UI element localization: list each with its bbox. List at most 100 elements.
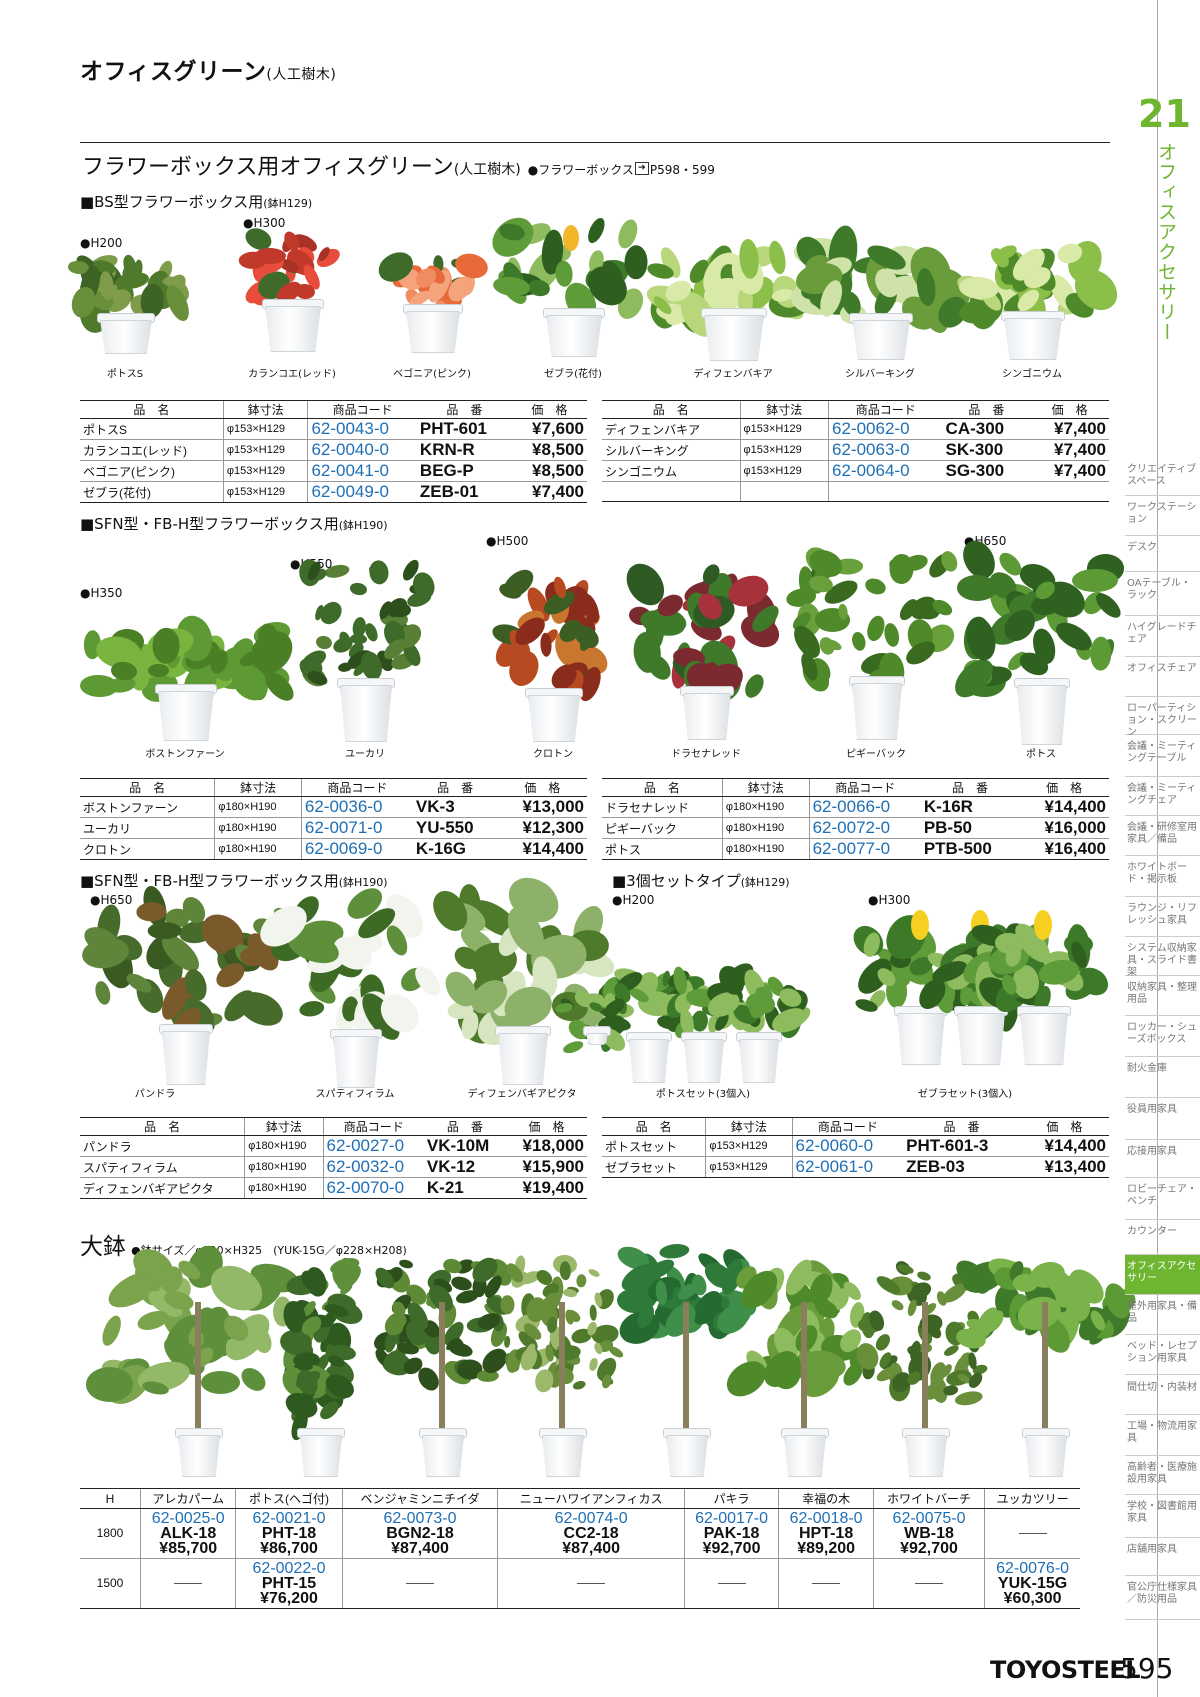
sidebar-tab[interactable]: 会議・ミーティングチェア	[1125, 777, 1200, 816]
sidebar-tab[interactable]: 会議・ミーティングテーブル	[1125, 735, 1200, 777]
set3-heading: ■3個セットタイプ(鉢H129)	[612, 872, 790, 890]
sidebar-tab[interactable]: カウンター	[1125, 1220, 1200, 1255]
table-row: ディフェンバギアピクタ φ180×H190 62-0070-0 K-21 ¥19,400	[80, 1177, 587, 1199]
table-row: 1500 62-0022-0 PHT-15 ¥76,200 62-0076-0 YUK…	[80, 1558, 1080, 1609]
table-row: 1800 62-0025-0 ALK-18 ¥85,700 62-0021-0 PHT…	[80, 1508, 1080, 1559]
sfn1-spec-table-left: 品 名鉢寸法 商品コード品 番価 格 ボストンファーン φ180×H190 62-00…	[80, 778, 587, 860]
sidebar-tab[interactable]: 高齢者・医療施設用家具	[1125, 1456, 1200, 1495]
not-available-dash	[174, 1583, 203, 1585]
plant-caption: パンドラ	[134, 1089, 176, 1100]
table-row: ゼブラセット φ153×H129 62-0061-0 ZEB-03 ¥13,400	[602, 1156, 1109, 1178]
height-mark: ●H500	[486, 534, 529, 548]
height-mark: ●H200	[612, 893, 655, 907]
not-available-dash	[717, 1583, 746, 1585]
table-row: パンドラ φ180×H190 62-0027-0 VK-10M ¥18,000	[80, 1135, 587, 1157]
large-heading: 大鉢 ●鉢サイズ／φ320×H325 (YUK-15G／φ228×H208)	[80, 1234, 407, 1260]
plant-caption: シンゴニウム	[1002, 369, 1062, 380]
not-available-dash	[577, 1583, 606, 1585]
sidebar-tab[interactable]: ロビーチェア・ベンチ	[1125, 1178, 1200, 1220]
plant-caption: ゼブラ(花付)	[544, 369, 602, 380]
table-row: ポトスセット φ153×H129 62-0060-0 PHT-601-3 ¥14,400	[602, 1135, 1109, 1157]
table-row: ピギーバック φ180×H190 62-0072-0 PB-50 ¥16,000	[602, 817, 1109, 839]
brand-logo: TOYOSTEEL	[990, 1656, 1141, 1684]
sidebar-tab[interactable]: システム収納家具・スライド書架	[1125, 937, 1200, 978]
table-row: ポトス φ180×H190 62-0077-0 PTB-500 ¥16,400	[602, 838, 1109, 860]
sfn2-spec-table: 品 名鉢寸法 商品コード品 番価 格 パンドラ φ180×H190 62-0027-0…	[80, 1117, 587, 1199]
sidebar-tab[interactable]: 官公庁仕様家具／防災用品	[1125, 1576, 1200, 1620]
sidebar-tab[interactable]: 会議・研修室用家具／備品	[1125, 816, 1200, 856]
plant-caption: ポトス	[1026, 749, 1056, 760]
plant-caption: カランコエ(レッド)	[248, 369, 336, 380]
sidebar-tab[interactable]: ロッカー・シューズボックス	[1125, 1016, 1200, 1057]
plant-caption: ゼブラセット(3個入)	[917, 1089, 1013, 1100]
not-available-dash	[1018, 1533, 1047, 1535]
not-available-dash	[915, 1583, 944, 1585]
plant-caption: ベゴニア(ピンク)	[393, 369, 471, 380]
height-mark: ●H300	[868, 893, 911, 907]
table-row: ポトスS φ153×H129 62-0043-0 PHT-601 ¥7,600	[80, 418, 587, 440]
set3-spec-table: 品 名鉢寸法 商品コード品 番価 格 ポトスセット φ153×H129 62-0060…	[602, 1117, 1109, 1178]
sidebar-tab[interactable]: ホワイトボード・掲示板	[1125, 856, 1200, 897]
plant-caption: ディフェンバギアピクタ	[467, 1089, 577, 1100]
sidebar-divider	[1157, 0, 1158, 1697]
sidebar-tab[interactable]: OAテーブル・ラック	[1125, 572, 1200, 616]
table-row: ベゴニア(ピンク) φ153×H129 62-0041-0 BEG-P ¥8,500	[80, 460, 587, 482]
sidebar-tab[interactable]: 応接用家具	[1125, 1140, 1200, 1178]
plant-caption: ポトスS	[106, 369, 144, 380]
sidebar-tab[interactable]: オフィスチェア	[1125, 657, 1200, 697]
table-row: シルバーキング φ153×H129 62-0063-0 SK-300 ¥7,400	[602, 439, 1109, 461]
sidebar-tab[interactable]: ラウンジ・リフレッシュ家具	[1125, 897, 1200, 937]
sfn2-heading: ■SFN型・FB-H型フラワーボックス用(鉢H190)	[80, 872, 388, 890]
bs-spec-table-left: 品 名鉢寸法 商品コード品 番価 格 ポトスS φ153×H129 62-0043-0…	[80, 400, 587, 503]
sidebar-tab[interactable]: ワークステーション	[1125, 496, 1200, 536]
height-mark: ●H300	[243, 216, 286, 230]
height-mark: ●H350	[80, 586, 123, 600]
sidebar-tab[interactable]: デスク	[1125, 536, 1200, 572]
sidebar-tab[interactable]: 屋外用家具・備品	[1125, 1295, 1200, 1335]
table-row: スパティフィラム φ180×H190 62-0032-0 VK-12 ¥15,900	[80, 1156, 587, 1178]
section-rule	[80, 142, 1110, 143]
table-row: ドラセナレッド φ180×H190 62-0066-0 K-16R ¥14,400	[602, 796, 1109, 818]
large-pot-table: H アレカパーム ポトス(ヘゴ付) ベンジャミンニチイダ ニューハワイアンフィカス パ…	[80, 1488, 1080, 1609]
plant-caption: ポトスセット(3個入)	[655, 1089, 751, 1100]
not-available-dash	[406, 1583, 435, 1585]
sidebar-tab[interactable]: オフィスアクセサリー	[1125, 1255, 1200, 1295]
sidebar-tab[interactable]: 学校・図書館用家具	[1125, 1495, 1200, 1538]
sfn1-spec-table-right: 品 名鉢寸法 商品コード品 番価 格 ドラセナレッド φ180×H190 62-006…	[602, 778, 1109, 860]
table-row: ボストンファーン φ180×H190 62-0036-0 VK-3 ¥13,000	[80, 796, 587, 818]
sidebar-tab[interactable]: 耐火金庫	[1125, 1057, 1200, 1098]
page-number: 595	[1120, 1652, 1174, 1685]
plant-caption: シルバーキング	[845, 369, 915, 380]
not-available-dash	[812, 1583, 841, 1585]
plant-caption: ボストンファーン	[145, 749, 225, 760]
plant-caption: ピギーバック	[846, 749, 906, 760]
sidebar-tab[interactable]: ローパーティション・スクリーン	[1125, 697, 1200, 738]
plant-caption: クロトン	[533, 749, 573, 760]
plant-caption: ドラセナレッド	[671, 749, 741, 760]
plant-caption: ユーカリ	[345, 749, 385, 760]
page-title: オフィスグリーン(人工樹木)	[80, 59, 337, 85]
sidebar-tab[interactable]: ハイグレードチェア	[1125, 616, 1200, 657]
table-row: クロトン φ180×H190 62-0069-0 K-16G ¥14,400	[80, 838, 587, 860]
plant-caption: ディフェンバキア	[693, 369, 773, 380]
chapter-number: 21	[1138, 92, 1191, 136]
section-title: フラワーボックス用オフィスグリーン(人工樹木) ●フラワーボックス ➔ P598・5…	[82, 155, 715, 180]
sidebar-tab[interactable]: 工場・物流用家具	[1125, 1415, 1200, 1456]
chapter-title: オフィスアクセサリー	[1155, 142, 1177, 342]
page-ref-arrow-icon: ➔	[634, 161, 649, 175]
sfn1-heading: ■SFN型・FB-H型フラワーボックス用(鉢H190)	[80, 515, 388, 533]
table-row: ゼブラ(花付) φ153×H129 62-0049-0 ZEB-01 ¥7,400	[80, 481, 587, 503]
bs-spec-table-right: 品 名鉢寸法 商品コード品 番価 格 ディフェンバキア φ153×H129 62-00…	[602, 400, 1109, 502]
sidebar-tab[interactable]: 収納家具・整理用品	[1125, 976, 1200, 1016]
height-mark: ●H200	[80, 236, 123, 250]
table-row: ユーカリ φ180×H190 62-0071-0 YU-550 ¥12,300	[80, 817, 587, 839]
table-row: シンゴニウム φ153×H129 62-0064-0 SG-300 ¥7,400	[602, 460, 1109, 482]
sidebar-tab[interactable]: クリエイティブスペース	[1125, 458, 1200, 496]
sidebar-tab[interactable]: 間仕切・内装材	[1125, 1376, 1200, 1415]
bs-heading: ■BS型フラワーボックス用(鉢H129)	[80, 193, 313, 211]
sidebar-tab[interactable]: 店舗用家具	[1125, 1538, 1200, 1576]
table-row	[602, 481, 1109, 502]
sidebar-tab[interactable]: ベッド・レセプション用家具	[1125, 1335, 1200, 1375]
table-row: ディフェンバキア φ153×H129 62-0062-0 CA-300 ¥7,400	[602, 418, 1109, 440]
sidebar-tab[interactable]: 役員用家具	[1125, 1098, 1200, 1140]
